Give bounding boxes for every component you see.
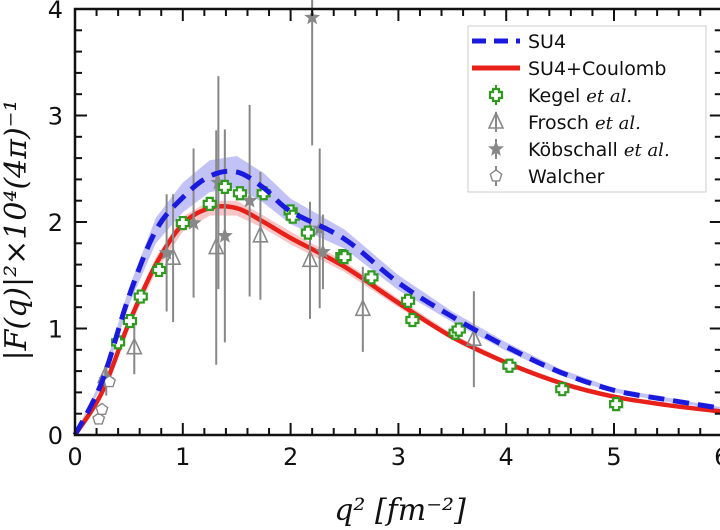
data-point [216,227,233,243]
data-point [151,262,167,278]
axes [73,7,720,437]
data-point [555,382,570,397]
legend-label-walcher: Walcher [528,166,605,188]
data-point [217,179,232,194]
data-point [609,397,624,412]
y-tick-label: 0 [48,422,63,450]
x-tick-label: 1 [175,443,190,471]
data-point [202,196,217,211]
data-point [95,402,109,415]
data-point [232,186,248,201]
data-point [241,192,258,208]
legend-label-kegel: Kegel et al. [528,85,632,107]
data-point [314,243,331,259]
y-tick-label: 3 [48,103,63,131]
data-point [126,336,143,355]
su4-coulomb-line [73,204,720,437]
data-point [401,293,416,308]
data-point [207,236,225,255]
data-point [252,224,269,243]
legend-label-frosch: Frosch et al. [528,112,641,134]
legend-marker-walcher [489,169,503,182]
y-tick-label: 1 [48,316,63,344]
x-tick-label: 3 [391,443,406,471]
su4-band [75,155,720,435]
legend-label-su4-coulomb: SU4+Coulomb [528,58,666,80]
su4-line [72,168,720,437]
legend-marker-frosch [487,111,505,129]
x-tick-label: 6 [714,443,720,471]
experimental-points [72,0,720,437]
y-tick-label: 4 [48,0,63,24]
data-point [158,244,175,260]
data-point [175,215,190,231]
x-tick-label: 5 [606,443,621,471]
kegel-series [111,179,624,412]
data-point [354,298,372,317]
data-point [300,225,315,240]
data-point [405,312,420,328]
y-tick-label: 2 [48,209,63,237]
x-tick-label: 4 [499,443,514,471]
data-point [465,328,483,346]
data-point [502,358,517,373]
data-point [133,289,148,304]
data-point [285,209,300,224]
data-point [451,322,466,337]
legend-marker-kbschall [487,140,505,156]
data-point [92,412,106,425]
legend: SU4 SU4+Coulomb Kegel et al. Frosch et a… [467,25,707,193]
walcher-series [92,374,117,425]
legend-marker-kegel [488,87,504,103]
x-tick-label: 2 [283,443,298,471]
data-point [304,9,321,25]
uncertainty-bands [75,155,720,435]
data-point [364,270,379,285]
legend-box [467,25,707,193]
legend-label-kobschall: Köbschall et al. [528,139,670,161]
data-point [301,249,319,268]
legend-label-su4: SU4 [528,31,566,53]
data-point [337,250,352,265]
tick-labels: 0 1 2 3 4 5 6 0 1 2 3 4 [48,0,720,471]
theory-curves [73,204,720,437]
y-axis-label: |F(q)|²×10⁴(4π)⁻¹ [0,99,34,360]
x-tick-label: 0 [67,443,82,471]
x-axis-label: q² [fm⁻²] [334,493,466,528]
